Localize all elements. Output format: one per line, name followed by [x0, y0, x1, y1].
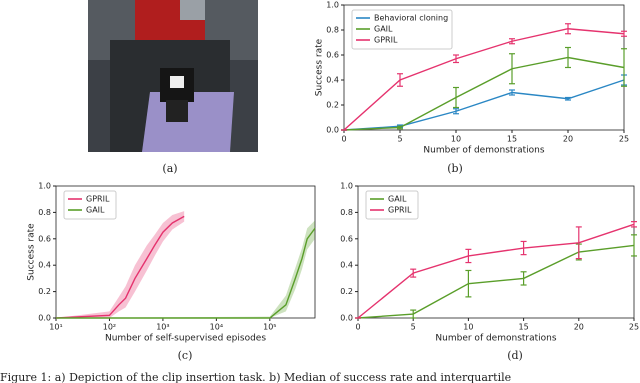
error-bar [410, 309, 417, 319]
x-tick-label: 15 [507, 135, 517, 144]
error-bar [565, 23, 571, 35]
legend-box [63, 190, 117, 220]
panel-caption: (c) [178, 349, 193, 362]
y-tick-label: 0.6 [38, 234, 51, 243]
series-line [343, 56, 625, 131]
legend-label: GPRIL [374, 36, 398, 45]
series-line [357, 244, 635, 319]
error-bar [453, 108, 459, 115]
error-bar [453, 86, 459, 109]
figure-caption: Figure 1: a) Depiction of the clip inser… [0, 371, 511, 383]
x-tick-label: 25 [619, 135, 629, 144]
y-tick-label: 0.0 [340, 314, 353, 323]
error-bar [621, 48, 627, 87]
clip-base [166, 100, 188, 122]
x-tick-label: 10 [451, 135, 461, 144]
clip-slot [170, 76, 184, 88]
panel-caption: (a) [162, 162, 177, 175]
x-tick-label: 10³ [156, 323, 169, 332]
panel-caption: (b) [447, 162, 463, 175]
x-axis-label: Number of demonstrations [435, 334, 556, 344]
y-tick-label: 1.0 [326, 1, 339, 10]
x-tick-label: 0 [341, 135, 346, 144]
legend-label: GAIL [388, 195, 407, 204]
error-bar [410, 268, 417, 278]
x-tick-label: 20 [574, 323, 584, 332]
y-tick-label: 0.2 [326, 101, 339, 110]
y-tick-label: 0.0 [38, 314, 51, 323]
robot-joint [180, 0, 205, 20]
x-tick-label: 20 [563, 135, 573, 144]
render-image [88, 0, 258, 152]
series-line [55, 215, 185, 319]
y-tick-label: 0.8 [340, 208, 353, 217]
y-tick-label: 0.8 [38, 208, 51, 217]
error-bar [520, 240, 527, 256]
error-bar [509, 53, 515, 85]
x-tick-label: 10¹ [49, 323, 62, 332]
y-tick-label: 0.4 [38, 261, 51, 270]
legend-label: GAIL [86, 206, 105, 215]
error-bar [465, 269, 472, 298]
y-tick-label: 0.2 [38, 287, 51, 296]
band [56, 211, 185, 318]
error-bar [509, 38, 515, 45]
series-line [357, 223, 635, 319]
x-tick-label: 5 [411, 323, 416, 332]
y-axis-label: Success rate [315, 38, 325, 96]
legend-label: GPRIL [86, 195, 110, 204]
x-tick-label: 10⁵ [263, 323, 276, 332]
series-line [56, 227, 316, 319]
error-bar [631, 234, 637, 257]
legend-label: Behavioral cloning [374, 14, 448, 23]
y-tick-label: 0.4 [340, 261, 353, 270]
y-tick-label: 0.4 [326, 76, 339, 85]
y-tick-label: 0.2 [340, 287, 353, 296]
legend-label: GAIL [374, 25, 393, 34]
y-tick-label: 0.6 [326, 51, 339, 60]
panel-caption: (d) [507, 349, 523, 362]
x-tick-label: 10⁴ [210, 323, 223, 332]
legend-box [351, 9, 453, 50]
y-tick-label: 0.0 [326, 126, 339, 135]
y-axis-label: Success rate [27, 223, 37, 281]
y-tick-label: 0.8 [326, 26, 339, 35]
band [56, 220, 315, 318]
series-line [343, 79, 625, 131]
error-bar [565, 46, 571, 69]
y-tick-label: 1.0 [38, 182, 51, 191]
error-bar [509, 89, 515, 96]
error-bar [453, 54, 459, 64]
series-line [343, 28, 625, 131]
x-tick-label: 10² [103, 323, 116, 332]
x-tick-label: 5 [397, 135, 402, 144]
error-bar [575, 226, 582, 260]
legend-box [365, 190, 419, 220]
x-tick-label: 10 [463, 323, 473, 332]
error-bar [465, 248, 472, 264]
x-tick-label: 0 [355, 323, 360, 332]
legend-label: GPRIL [388, 206, 412, 215]
error-bar [520, 271, 527, 286]
error-bar [397, 73, 403, 87]
y-tick-label: 1.0 [340, 182, 353, 191]
x-tick-label: 25 [629, 323, 639, 332]
error-bar [621, 30, 627, 37]
y-tick-label: 0.6 [340, 234, 353, 243]
chart: 0.0 0.2 0.4 0.6 0.8 1.0 0 5 10 15 20 25 Number of de… [315, 1, 630, 156]
chart: 0.0 0.2 0.4 0.6 0.8 1.0 0 5 10 15 20 25 Number of de… [340, 182, 639, 344]
chart: 0.0 0.2 0.4 0.6 0.8 1.0 10¹ 10² 10³ 10⁴ 10⁵ Number … [27, 182, 316, 344]
error-bar [631, 221, 637, 228]
error-bar [565, 96, 571, 101]
x-axis-label: Number of demonstrations [423, 146, 544, 156]
error-bar [397, 125, 403, 130]
x-axis-label: Number of self-supervised episodes [105, 334, 266, 344]
x-tick-label: 15 [519, 323, 529, 332]
